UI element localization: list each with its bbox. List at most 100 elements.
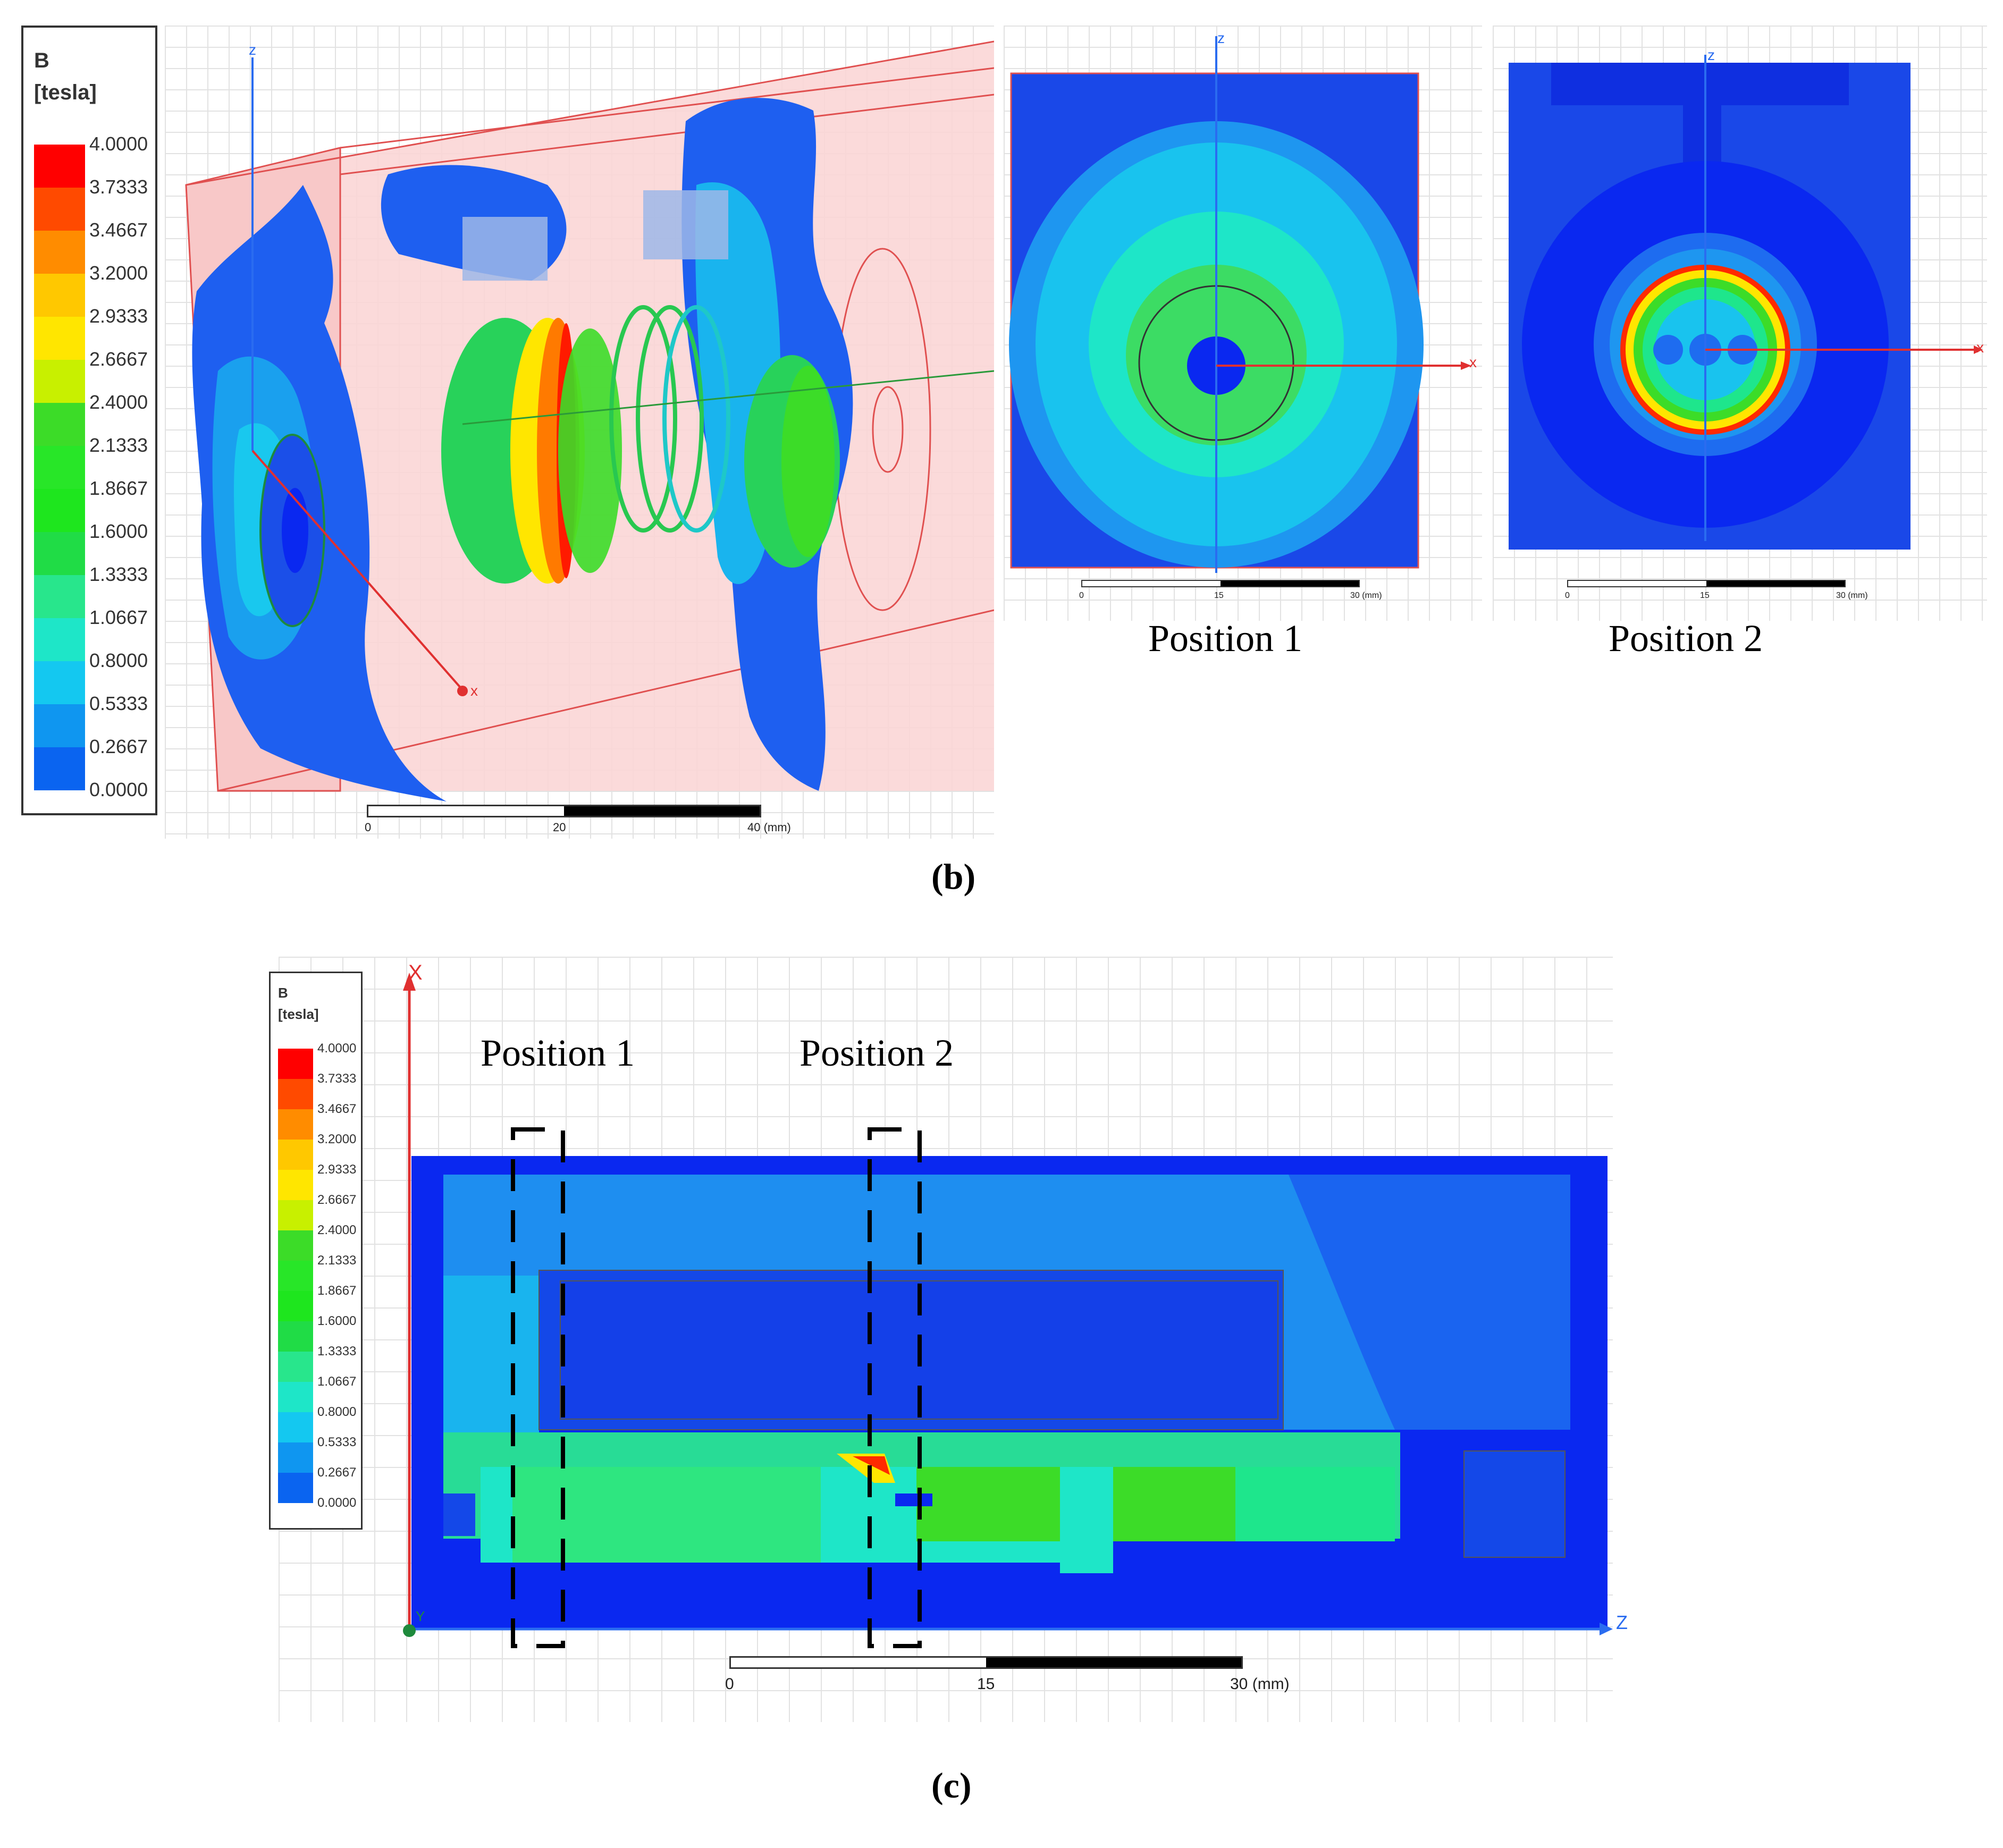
section-position-1: z x 0 15 30 (mm) — [1004, 26, 1482, 621]
legend-level: 3.2000 — [317, 1132, 357, 1146]
legend-swatch — [278, 1261, 313, 1291]
legend-b: B [tesla] 4.0000 3.7333 3.4667 3.2000 2.9333… — [21, 26, 157, 815]
legend-level: 0.2667 — [317, 1465, 357, 1480]
scale-label-end: 40 (mm) — [747, 821, 791, 834]
legend-swatch — [278, 1412, 313, 1442]
legend-level: 3.4667 — [317, 1101, 357, 1116]
legend-swatch — [34, 188, 85, 231]
legend-level: 0.8000 — [89, 649, 148, 672]
legend-level: 2.4000 — [317, 1222, 357, 1237]
position-1-label: Position 1 — [481, 1032, 635, 1074]
scale-label-end: 30 (mm) — [1350, 591, 1382, 600]
legend-swatch — [34, 618, 85, 661]
legend-level: 2.1333 — [317, 1253, 357, 1268]
legend-unit: [tesla] — [34, 81, 97, 104]
scale-label-0: 0 — [1565, 591, 1570, 600]
axis-z-label: z — [1707, 47, 1715, 63]
legend-swatch — [34, 704, 85, 747]
legend-swatch — [34, 317, 85, 360]
legend-level: 0.0000 — [317, 1495, 357, 1510]
legend-swatch — [278, 1140, 313, 1170]
legend-level: 2.9333 — [317, 1162, 357, 1177]
field-section-plot-1 — [1009, 36, 1471, 573]
legend-swatch — [278, 1109, 313, 1140]
legend-swatch — [34, 532, 85, 575]
scale-label-end: 30 (mm) — [1836, 591, 1868, 600]
scale-label-mid: 20 — [553, 821, 566, 834]
legend-level: 3.2000 — [89, 262, 148, 284]
legend-level: 2.6667 — [89, 348, 148, 370]
legend-unit: [tesla] — [278, 1006, 319, 1022]
axis-z-label: z — [1217, 30, 1225, 46]
legend-level: 4.0000 — [317, 1041, 357, 1056]
scale-label-0: 0 — [725, 1675, 734, 1693]
scale-label-mid: 15 — [1214, 591, 1224, 600]
scale-label-0: 0 — [1079, 591, 1084, 600]
legend-scale: 4.0000 3.7333 3.4667 3.2000 2.9333 2.6667 2.40… — [278, 1041, 358, 1516]
caption-b-text: (b) — [931, 856, 976, 897]
view-3d: z x 0 20 40 (mm) — [165, 26, 994, 839]
legend-level: 2.9333 — [89, 305, 148, 327]
legend-level: 1.6000 — [317, 1313, 357, 1328]
legend-swatch — [278, 1170, 313, 1200]
legend-swatch — [278, 1200, 313, 1230]
legend-title: B — [34, 49, 49, 72]
scale-bar — [729, 1656, 1243, 1669]
panel-b: B [tesla] 4.0000 3.7333 3.4667 3.2000 2.9333… — [0, 0, 2003, 914]
legend-level: 1.8667 — [89, 477, 148, 500]
legend-level: 3.7333 — [89, 176, 148, 198]
legend-swatch — [278, 1079, 313, 1109]
legend-c: B [tesla] 4.0000 3.7333 3.4667 3.2000 2.9333… — [269, 972, 363, 1530]
axis-x-label: x — [1469, 354, 1477, 370]
legend-title: B — [278, 985, 288, 1001]
legend-swatch — [278, 1049, 313, 1079]
section-2d-view: X Z Y Position 1 Position 2 0 15 30 (mm) — [279, 957, 1628, 1722]
legend-level: 0.2667 — [89, 736, 148, 758]
caption-c: (c) — [931, 1765, 971, 1807]
legend-swatch — [34, 747, 85, 790]
panel-c: X Z Y Position 1 Position 2 0 15 30 (mm)… — [0, 935, 2003, 1839]
legend-level: 2.6667 — [317, 1192, 357, 1207]
legend-swatch — [278, 1442, 313, 1473]
scale-label-mid: 15 — [977, 1675, 995, 1693]
position-1-label: Position 1 — [1148, 617, 1303, 660]
legend-level: 2.1333 — [89, 434, 148, 457]
legend-swatch — [34, 446, 85, 489]
legend-level: 3.7333 — [317, 1071, 357, 1086]
legend-level: 4.0000 — [89, 133, 148, 155]
legend-level: 0.0000 — [89, 779, 148, 801]
legend-swatch — [34, 360, 85, 403]
legend-level: 0.5333 — [317, 1434, 357, 1449]
legend-level: 3.4667 — [89, 219, 148, 241]
legend-swatch — [278, 1352, 313, 1382]
axis-z-label: z — [249, 41, 256, 58]
axis-x-label: X — [408, 961, 423, 984]
legend-swatch — [34, 274, 85, 317]
legend-swatch — [278, 1230, 313, 1261]
legend-swatch — [34, 231, 85, 274]
axis-x-label: x — [1976, 339, 1984, 356]
legend-level: 0.5333 — [89, 693, 148, 715]
legend-swatch — [278, 1321, 313, 1352]
axis-z-label: Z — [1616, 1611, 1628, 1633]
scale-bar — [367, 805, 761, 817]
legend-level: 1.6000 — [89, 520, 148, 543]
caption-b: (b) — [931, 856, 975, 898]
legend-level: 1.3333 — [89, 563, 148, 586]
legend-level: 2.4000 — [89, 391, 148, 414]
position-2-label: Position 2 — [1609, 617, 1763, 660]
caption-c-text: (c) — [931, 1765, 972, 1805]
scale-label-mid: 15 — [1700, 591, 1710, 600]
scale-label-end: 30 (mm) — [1230, 1675, 1290, 1693]
legend-swatch — [34, 145, 85, 188]
legend-level: 1.0667 — [317, 1374, 357, 1389]
legend-level: 1.3333 — [317, 1344, 357, 1358]
section-position-2: z x 0 15 30 (mm) — [1493, 26, 1987, 621]
legend-level: 0.8000 — [317, 1404, 357, 1419]
field-2d-plot — [403, 973, 1613, 1648]
axis-x-label: x — [470, 682, 478, 699]
field-section-plot-2 — [1509, 55, 1983, 550]
scale-bar — [1567, 580, 1846, 587]
field-3d-plot — [185, 40, 994, 801]
legend-scale: 4.0000 3.7333 3.4667 3.2000 2.9333 2.6667 2.40… — [34, 133, 151, 801]
